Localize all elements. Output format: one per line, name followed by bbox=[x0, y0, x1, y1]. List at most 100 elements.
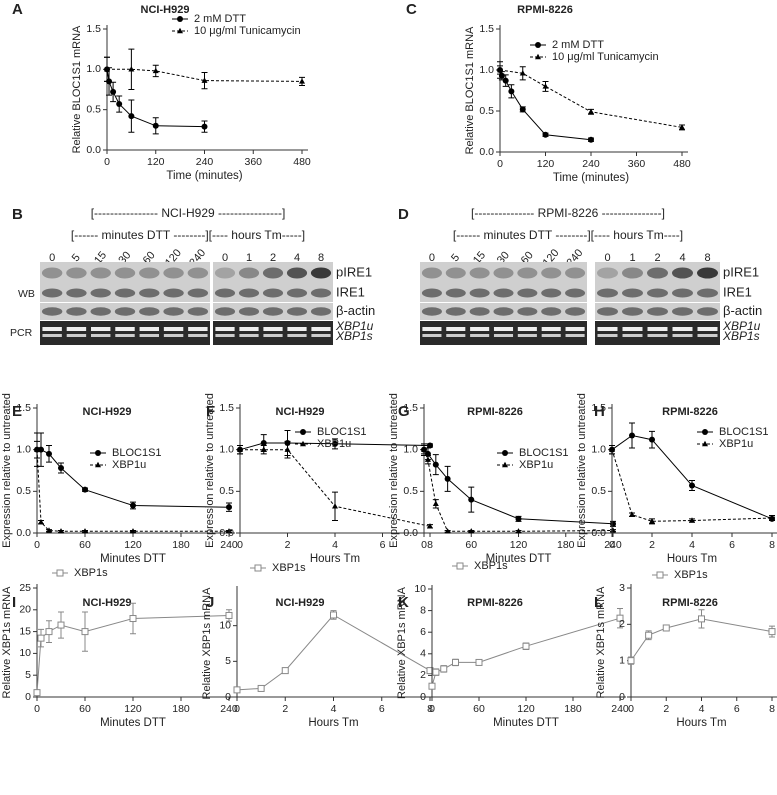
pcr-band bbox=[287, 334, 307, 337]
blot-band bbox=[597, 307, 618, 316]
legend-label: 10 μg/ml Tunicamycin bbox=[194, 25, 301, 37]
legend-marker bbox=[656, 571, 664, 579]
pcr-band bbox=[597, 334, 618, 337]
marker bbox=[130, 528, 136, 534]
panel-label: L bbox=[594, 594, 603, 611]
marker bbox=[649, 518, 655, 524]
marker bbox=[515, 515, 522, 522]
y-tick-label: 0.5 bbox=[479, 105, 494, 117]
x-axis-label: Hours Tm bbox=[308, 717, 358, 729]
panel-label: A bbox=[12, 1, 23, 18]
x-tick-label: 240 bbox=[611, 703, 629, 715]
legend-marker bbox=[177, 16, 183, 22]
blot-band bbox=[597, 267, 618, 279]
y-tick-label: 0.0 bbox=[16, 527, 31, 539]
series-line bbox=[107, 68, 303, 82]
lane-label: 8 bbox=[704, 252, 710, 264]
y-axis-label: Relative XBP1s mRNA bbox=[201, 587, 213, 700]
y-axis-label: Relative BLOC1S1 mRNA bbox=[71, 25, 83, 153]
blot-band bbox=[41, 267, 63, 279]
blot-band bbox=[286, 288, 308, 298]
panel-label: I bbox=[12, 594, 16, 611]
blot-strip bbox=[420, 262, 587, 284]
series-line bbox=[499, 69, 683, 128]
pcr-band bbox=[91, 327, 111, 331]
blot-band bbox=[697, 288, 718, 298]
blot-band bbox=[114, 288, 136, 298]
x-axis-label: Time (minutes) bbox=[553, 172, 629, 184]
lane-label: 8 bbox=[318, 252, 324, 264]
blot-band bbox=[310, 288, 332, 298]
blot-band bbox=[469, 267, 490, 279]
blot-title: [--------------- RPMI-8226 -------------… bbox=[471, 206, 665, 220]
blot-band bbox=[672, 288, 693, 298]
panel-label: D bbox=[398, 206, 409, 223]
marker bbox=[421, 446, 427, 452]
x-tick-label: 2 bbox=[649, 539, 655, 551]
y-tick-label: 15 bbox=[19, 625, 31, 637]
marker bbox=[34, 446, 40, 452]
x-tick-label: 120 bbox=[147, 156, 165, 168]
y-tick-label: 0.0 bbox=[403, 527, 418, 539]
marker bbox=[33, 689, 41, 697]
legend-label: XBP1u bbox=[112, 459, 146, 471]
marker bbox=[128, 113, 135, 120]
chart-title: NCI-H929 bbox=[83, 406, 132, 418]
y-tick-label: 25 bbox=[19, 582, 31, 594]
y-tick-label: 2 bbox=[420, 669, 426, 681]
marker bbox=[519, 70, 526, 76]
pcr-band bbox=[446, 334, 466, 337]
legend-label: BLOC1S1 bbox=[112, 447, 162, 459]
y-tick-label: 4 bbox=[420, 648, 426, 660]
pcr-band bbox=[311, 327, 331, 331]
pcr-band bbox=[287, 327, 307, 331]
y-axis-label: Expression relative to untreated bbox=[1, 393, 13, 548]
x-tick-label: 2 bbox=[282, 703, 288, 715]
blot-band bbox=[565, 267, 586, 279]
pcr-band bbox=[139, 327, 159, 331]
x-tick-label: 0 bbox=[609, 539, 615, 551]
x-tick-label: 120 bbox=[124, 703, 142, 715]
series-line bbox=[499, 69, 592, 141]
marker bbox=[45, 628, 53, 636]
blot-band bbox=[214, 267, 236, 279]
pcr-band bbox=[647, 334, 668, 337]
marker bbox=[588, 108, 594, 115]
marker bbox=[130, 502, 136, 509]
x-tick-label: 6 bbox=[379, 703, 385, 715]
x-tick-label: 6 bbox=[380, 539, 386, 551]
y-tick-label: 5 bbox=[225, 655, 231, 667]
x-tick-label: 180 bbox=[564, 703, 582, 715]
x-tick-label: 240 bbox=[582, 158, 600, 170]
pcr-band bbox=[647, 327, 668, 331]
pcr-band bbox=[446, 327, 466, 331]
pcr-band bbox=[517, 334, 537, 337]
pcr-band bbox=[493, 334, 514, 337]
chart-panel: L RPMI-8226 0 1 2 3 0 2 4 6 8 Hours Tm Relative XBP1… bbox=[594, 569, 777, 729]
pcr-strip bbox=[213, 321, 333, 345]
y-axis-label: Relative XBP1s mRNA bbox=[595, 586, 607, 699]
blot-band bbox=[286, 307, 308, 316]
marker bbox=[116, 101, 123, 108]
marker bbox=[299, 78, 305, 84]
y-tick-label: 10 bbox=[219, 619, 231, 631]
blot-band bbox=[214, 307, 236, 316]
chart-title: NCI-H929 bbox=[276, 406, 325, 418]
pcr-band bbox=[263, 334, 283, 337]
blot-band bbox=[672, 307, 693, 316]
pcr-band bbox=[115, 334, 135, 337]
marker bbox=[497, 66, 503, 73]
lane-label: 2 bbox=[654, 252, 660, 264]
marker bbox=[629, 511, 635, 517]
pcr-band bbox=[622, 334, 643, 337]
blot-band bbox=[421, 288, 442, 298]
blot-band bbox=[114, 307, 136, 316]
y-tick-label: 5 bbox=[25, 669, 31, 681]
marker bbox=[609, 446, 615, 452]
panel-label: H bbox=[594, 403, 605, 420]
pcr-band bbox=[163, 334, 184, 337]
blot-band bbox=[187, 288, 209, 298]
blot-band bbox=[469, 307, 490, 316]
blot-band bbox=[541, 307, 562, 316]
blot-band bbox=[565, 288, 586, 298]
